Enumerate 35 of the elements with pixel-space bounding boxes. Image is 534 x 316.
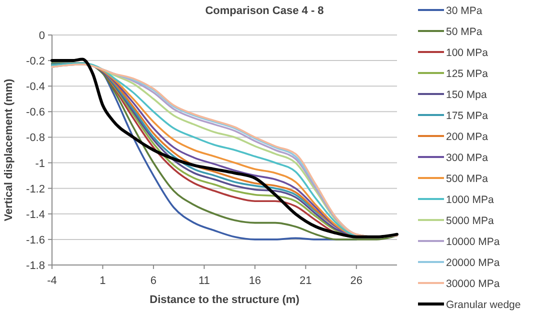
y-tick-label: 0	[38, 30, 45, 42]
x-tick-label: 21	[300, 275, 312, 287]
y-tick-label: -0.6	[26, 106, 45, 119]
legend-label: 5000 MPa	[446, 215, 494, 227]
x-tick-label: 1	[100, 275, 106, 287]
y-axis-title: Vertical displacement (mm)	[3, 78, 15, 222]
x-tick-label: 11	[198, 275, 210, 287]
y-tick-label: -0.4	[26, 81, 45, 94]
legend-label: 300 MPa	[446, 152, 488, 164]
y-tick-label: -1.6	[26, 234, 45, 246]
x-tick-label: 6	[150, 275, 157, 287]
x-tick-label: 16	[248, 275, 262, 287]
x-axis-title: Distance to the structure (m)	[150, 294, 300, 306]
legend-label: 500 MPa	[446, 173, 488, 185]
x-tick-label: 26	[350, 275, 363, 287]
y-tick-label: -1.8	[26, 260, 45, 272]
legend-label: 30000 MPa	[446, 278, 500, 290]
legend-label: 100 MPa	[446, 47, 488, 59]
legend-label: 150 Mpa	[446, 89, 488, 101]
y-tick-label: -0.8	[26, 132, 45, 144]
legend-label: 50 MPa	[446, 26, 482, 38]
legend-label: 10000 MPa	[446, 236, 500, 248]
legend-label: 200 MPa	[446, 131, 488, 143]
y-tick-label: -1	[35, 158, 45, 170]
legend-label: Granular wedge	[446, 299, 521, 311]
legend-label: 20000 MPa	[446, 257, 500, 269]
y-tick-label: -1.4	[26, 208, 45, 221]
y-tick-label: -1.2	[26, 183, 45, 196]
y-tick-label: -0.2	[26, 56, 45, 68]
legend-label: 1000 MPa	[446, 194, 494, 206]
legend-label: 30 MPa	[446, 5, 482, 17]
legend-label: 125 MPa	[446, 68, 488, 80]
legend-label: 175 MPa	[446, 110, 488, 122]
x-tick-label: -4	[47, 275, 57, 287]
chart-title: Comparison Case 4 - 8	[205, 5, 324, 17]
